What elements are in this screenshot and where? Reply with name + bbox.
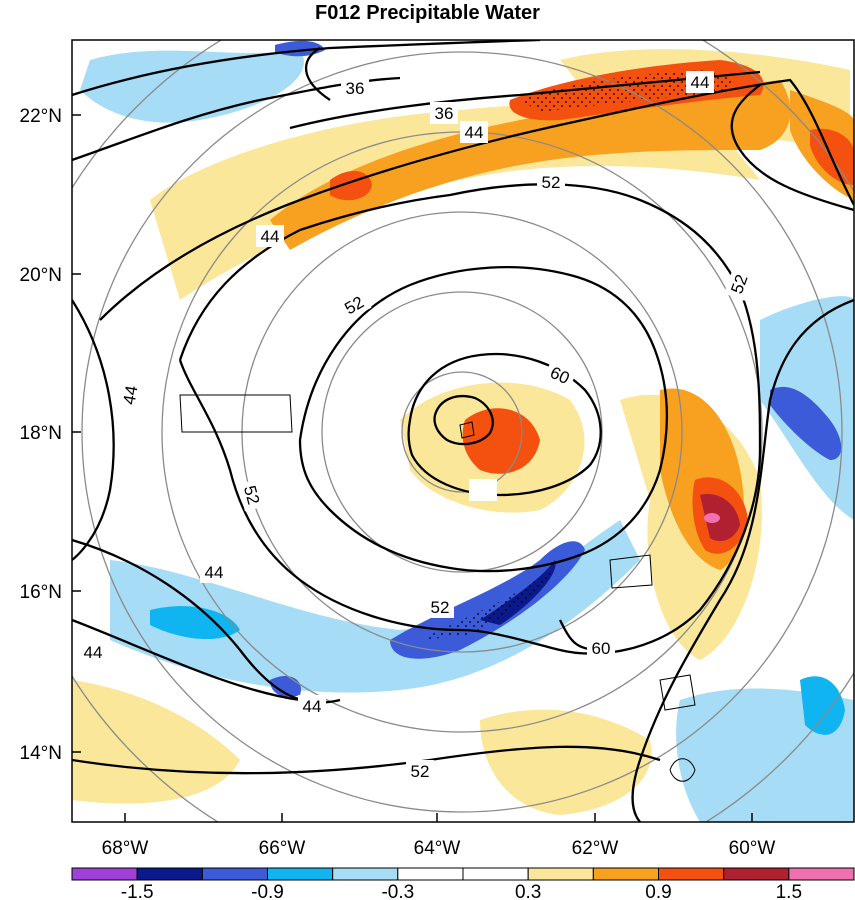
contour-label: 36 (435, 104, 454, 123)
colorbar-swatch (136, 867, 203, 881)
significance-outlines (179, 394, 696, 782)
contour-label: 44 (84, 643, 103, 662)
contour-label: 52 (240, 484, 263, 507)
contour-52 (298, 266, 669, 573)
contour-label-group: 36 36 44 44 44 44 44 44 44 52 52 52 52 5… (79, 71, 755, 782)
contour-label: 52 (542, 173, 561, 192)
lon-label: 66°W (259, 838, 306, 859)
contour-44 (631, 298, 854, 822)
anomaly-patch (700, 494, 740, 542)
contour-label: 44 (691, 73, 710, 92)
anomaly-patch (704, 513, 720, 523)
contour-36 (289, 70, 761, 130)
contour-44 (99, 78, 854, 321)
significance-outline (459, 421, 475, 439)
contour-label: 52 (431, 598, 450, 617)
anomaly-patch (480, 709, 652, 815)
plot-frame (71, 39, 855, 823)
lon-label: 60°W (729, 838, 776, 859)
lat-label: 20°N (20, 265, 62, 286)
contour-44 (72, 299, 115, 561)
lon-axis-labels: 68°W 66°W 64°W 62°W 60°W (102, 838, 776, 859)
contour-60 (407, 352, 602, 497)
anomaly-patch (462, 408, 540, 474)
range-ring (81, 51, 843, 813)
contour-44 (304, 47, 331, 101)
colorbar-swatch (71, 867, 138, 881)
colorbar-swatch (267, 867, 334, 881)
lon-label: 68°W (102, 838, 149, 859)
anomaly-patch (80, 50, 304, 123)
contour-lines-inner (407, 352, 602, 497)
lat-label: 18°N (20, 423, 62, 444)
contour-36 (72, 40, 541, 97)
colorbar-swatch (462, 867, 529, 881)
contour-label: 44 (465, 123, 484, 142)
contour-label: 44 (119, 384, 141, 406)
significance-outline (609, 554, 653, 589)
lat-label: 22°N (20, 106, 62, 127)
axis-ticks (72, 114, 753, 822)
anomaly-patch (770, 386, 842, 460)
colorbar-swatch (658, 867, 725, 881)
significance-outline (669, 758, 696, 782)
colorbar-label: -0.9 (251, 882, 284, 900)
range-ring (321, 291, 603, 573)
lat-label: 16°N (20, 582, 62, 603)
significance-outline (659, 674, 696, 711)
anomaly-patch (270, 80, 791, 250)
anomaly-patch (150, 606, 240, 640)
colorbar-swatch (788, 867, 855, 881)
lat-axis-labels: 22°N 20°N 18°N 16°N 14°N (20, 106, 62, 764)
lon-label: 64°W (414, 838, 461, 859)
anomaly-patch (800, 676, 845, 735)
contour-label: 36 (346, 79, 365, 98)
lat-label: 14°N (20, 743, 62, 764)
contour-44 (72, 618, 301, 702)
contour-label: 44 (261, 227, 280, 246)
colorbar-swatch (592, 867, 659, 881)
contour-label: 60 (592, 639, 611, 658)
colorbar-swatch (397, 867, 464, 881)
colorbar-label: -0.3 (381, 882, 414, 900)
colorbar-swatch (723, 867, 790, 881)
colorbar-swatch (201, 867, 268, 881)
colorbar-swatch (332, 867, 399, 881)
contour-label: 44 (303, 697, 322, 716)
range-ring (401, 371, 523, 493)
colorbar-label: -1.5 (121, 882, 154, 900)
colorbar: -1.5 -0.9 -0.3 0.3 0.9 1.5 (71, 867, 855, 900)
colorbar-swatch (527, 867, 594, 881)
colorbar-label: 0.9 (645, 882, 671, 900)
contour-label: 52 (411, 762, 430, 781)
map-title: F012 Precipitable Water (315, 2, 540, 24)
contour-44 (730, 84, 854, 212)
colorbar-label: 1.5 (776, 882, 802, 900)
significance-outline (179, 394, 293, 433)
contour-label: 44 (205, 563, 224, 582)
anomaly-patch (110, 520, 640, 693)
lon-label: 62°W (572, 838, 619, 859)
contour-52 (178, 183, 762, 655)
anomaly-patch (420, 570, 551, 640)
colorbar-label: 0.3 (515, 882, 541, 900)
contour-60 (433, 395, 494, 446)
anomaly-patch (270, 675, 301, 697)
